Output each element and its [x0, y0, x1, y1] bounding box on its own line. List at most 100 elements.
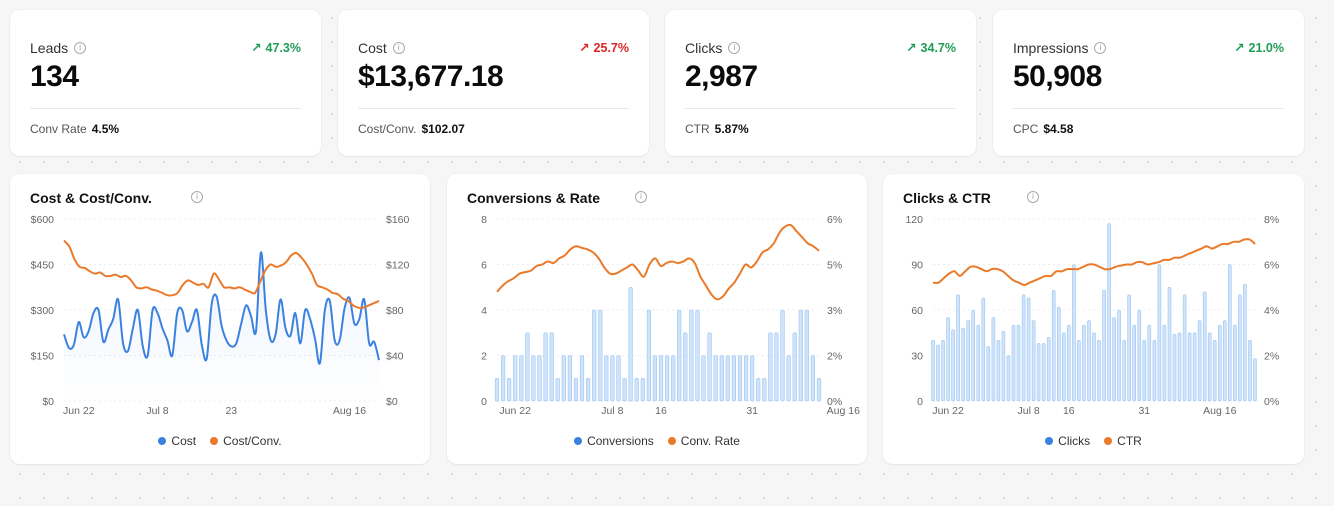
bar-clicks — [1152, 340, 1157, 402]
kpi-sub: CTR 5.87% — [685, 122, 749, 136]
bar-conversions — [689, 309, 694, 402]
series-line-conv-rate — [496, 223, 820, 301]
bar-clicks — [1238, 294, 1242, 402]
y-tick-left: 0 — [917, 396, 923, 408]
bar-conversions — [537, 355, 542, 402]
x-tick: Jun 22 — [499, 405, 531, 417]
chart-title: Cost & Cost/Conv. — [30, 190, 152, 206]
bar-clicks — [1041, 343, 1046, 402]
y-tick-right: 0% — [1264, 396, 1279, 408]
bar-clicks — [1006, 355, 1011, 402]
bar-conversions — [701, 355, 706, 402]
bar-conversions — [671, 355, 676, 402]
kpi-delta: ↗ 21.0% — [1234, 40, 1284, 56]
x-tick: 16 — [655, 405, 667, 417]
bar-conversions — [543, 332, 548, 402]
bar-conversions — [652, 355, 658, 402]
info-icon[interactable]: i — [191, 191, 203, 203]
kpi-label: Cost i — [358, 40, 405, 56]
bar-clicks — [1202, 291, 1207, 402]
y-tick-right: 4% — [1264, 305, 1279, 317]
chart-card-conversions: Conversions & Rate i 0 0% 2 2% 4 3% 6 5% 8 6% Jun … — [447, 174, 867, 464]
info-icon[interactable]: i — [1094, 42, 1107, 54]
bar-conversions — [634, 378, 639, 402]
bar-clicks — [1117, 309, 1121, 402]
x-tick: Jul 8 — [601, 405, 623, 417]
chart-legend: Clicks CTR — [883, 434, 1304, 448]
chart-title: Clicks & CTR — [903, 190, 991, 206]
info-icon[interactable]: i — [1027, 191, 1039, 203]
bar-conversions — [561, 355, 566, 402]
bar-clicks — [1082, 324, 1086, 402]
legend-item-conversions[interactable]: Conversions — [574, 434, 654, 448]
legend-item-cost[interactable]: Cost — [158, 434, 196, 448]
bar-conversions — [816, 378, 822, 402]
trend-up-icon: ↗ — [1234, 41, 1245, 55]
bar-clicks — [1051, 290, 1056, 402]
y-tick-right: 2% — [827, 351, 842, 363]
info-icon[interactable]: i — [635, 191, 647, 203]
legend-item-clicks[interactable]: Clicks — [1045, 434, 1090, 448]
x-tick: Jul 8 — [146, 405, 168, 417]
kpi-label: Leads i — [30, 40, 87, 56]
bar-clicks — [1107, 223, 1111, 402]
bar-conversions — [737, 355, 743, 402]
bar-conversions — [749, 355, 755, 402]
y-tick-right: $120 — [386, 260, 410, 272]
divider — [1013, 108, 1284, 109]
bar-conversions — [604, 355, 609, 402]
y-tick-right: $160 — [386, 214, 410, 226]
kpi-card-impressions: Impressions i ↗ 21.0% 50,908 CPC $4.58 — [993, 10, 1304, 156]
kpi-delta: ↗ 34.7% — [906, 40, 956, 56]
legend-item-cost-per-conv[interactable]: Cost/Conv. — [210, 434, 282, 448]
trend-up-icon: ↗ — [906, 41, 917, 55]
bar-clicks — [981, 297, 986, 402]
bar-clicks — [1016, 324, 1021, 402]
bar-clicks — [1167, 287, 1172, 402]
y-tick-right: 3% — [827, 305, 842, 317]
bar-clicks — [1031, 320, 1036, 402]
bar-conversions — [640, 378, 645, 402]
bar-clicks — [1072, 264, 1076, 402]
bar-clicks — [986, 346, 991, 402]
info-icon[interactable]: i — [74, 42, 87, 54]
y-tick-left: $450 — [31, 260, 55, 272]
info-icon[interactable]: i — [728, 42, 741, 54]
series-line-cost-conv- — [63, 239, 380, 309]
kpi-sub: Conv Rate 4.5% — [30, 122, 120, 136]
bar-clicks — [1122, 340, 1126, 402]
bar-conversions — [731, 355, 737, 402]
bar-clicks — [1097, 340, 1101, 402]
divider — [30, 108, 301, 109]
bar-conversions — [513, 355, 518, 402]
bar-conversions — [658, 355, 664, 402]
series-line-ctr — [932, 238, 1256, 286]
bar-conversions — [519, 355, 524, 402]
legend-item-ctr[interactable]: CTR — [1104, 434, 1142, 448]
bar-clicks — [1026, 297, 1031, 402]
y-tick-right: 5% — [827, 260, 842, 272]
bar-clicks — [1067, 324, 1071, 402]
x-tick: 23 — [225, 405, 237, 417]
y-tick-right: 2% — [1264, 351, 1279, 363]
bar-clicks — [1137, 309, 1142, 402]
bar-clicks — [996, 340, 1001, 402]
bar-conversions — [762, 378, 767, 402]
bar-clicks — [991, 317, 996, 402]
info-icon[interactable]: i — [392, 42, 405, 54]
bar-clicks — [1187, 332, 1192, 402]
bar-conversions — [616, 355, 621, 402]
clicks-chart-svg: 0 0% 30 2% 60 4% 90 6% 120 8% Jun 22 Jul 8 16 31 Aug 1… — [905, 214, 1279, 417]
bar-conversions — [598, 309, 603, 402]
kpi-value: 50,908 — [1013, 60, 1102, 93]
bar-clicks — [1112, 317, 1116, 402]
bar-clicks — [1182, 294, 1187, 402]
kpi-label: Clicks i — [685, 40, 741, 56]
bar-clicks — [946, 317, 950, 402]
y-tick-right: 8% — [1264, 214, 1279, 226]
bar-conversions — [573, 378, 579, 402]
y-tick-left: 2 — [481, 351, 487, 363]
bar-conversions — [713, 355, 718, 402]
y-tick-left: $600 — [31, 214, 55, 226]
legend-item-conv-rate[interactable]: Conv. Rate — [667, 434, 740, 448]
